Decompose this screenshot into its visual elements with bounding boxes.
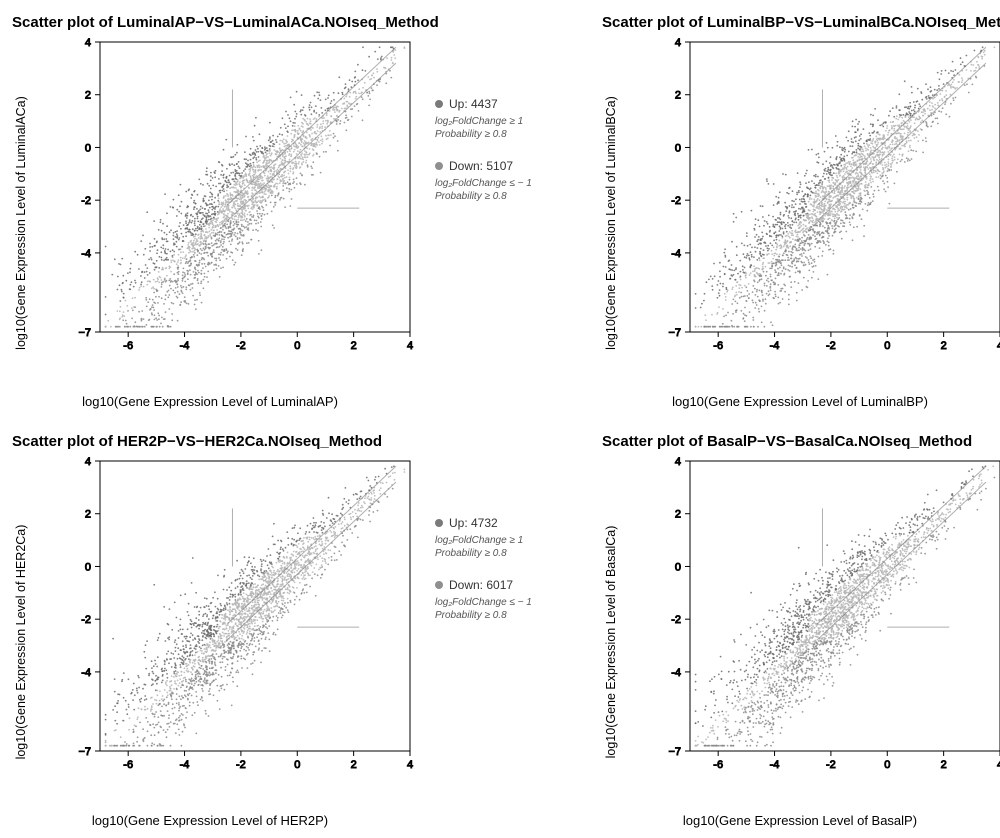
panel-basal: Scatter plot of BasalP−VS−BasalCa.NOIseq…	[600, 429, 1000, 828]
svg-text:−7: −7	[78, 327, 91, 339]
y-axis-label: log10(Gene Expression Level of BasalCa)	[604, 526, 618, 759]
x-axis-label: log10(Gene Expression Level of LuminalBP…	[645, 394, 955, 409]
legend-up-label: Up: 4437	[449, 97, 498, 111]
svg-text:-2: -2	[236, 340, 246, 352]
legend-up: Up: 4732	[435, 516, 580, 530]
panel-title: Scatter plot of LuminalBP−VS−LuminalBCa.…	[602, 14, 1000, 31]
plot-area: -6 -4 -2 0 2 4 −7 -4 -2 0 2 4	[55, 37, 425, 372]
svg-text:-4: -4	[81, 248, 91, 260]
svg-text:4: 4	[407, 340, 413, 352]
legend-dot-up-icon	[435, 100, 443, 108]
panel-her2: Scatter plot of HER2P−VS−HER2Ca.NOIseq_M…	[10, 429, 580, 828]
legend-dot-down-icon	[435, 162, 443, 170]
legend: Up: 4437 log₂FoldChange ≥ 1Probability ≥…	[435, 97, 580, 221]
scatter-svg: -6 -4 -2 0 2 4 −7 -4 -2 0 2 4	[55, 37, 425, 367]
svg-text:2: 2	[85, 90, 91, 102]
legend-dot-up-icon	[435, 519, 443, 527]
y-axis-label: log10(Gene Expression Level of HER2Ca)	[14, 525, 28, 760]
legend-down-criteria: log₂FoldChange ≤ − 1Probability ≥ 0.8	[435, 177, 580, 203]
legend-up-criteria: log₂FoldChange ≥ 1Probability ≥ 0.8	[435, 115, 580, 141]
svg-text:4: 4	[85, 37, 91, 49]
x-axis-label: log10(Gene Expression Level of LuminalAP…	[55, 394, 365, 409]
svg-text:2: 2	[351, 340, 357, 352]
legend-down: Down: 5107	[435, 159, 580, 173]
y-axis-label: log10(Gene Expression Level of LuminalAC…	[14, 96, 28, 350]
plot-area: -6-4-2024−7-4-2024	[645, 37, 1000, 372]
legend-down-label: Down: 6017	[449, 578, 513, 592]
svg-text:-2: -2	[81, 195, 91, 207]
svg-text:-4: -4	[180, 340, 190, 352]
legend-down-criteria: log₂FoldChange ≤ − 1Probability ≥ 0.8	[435, 596, 580, 622]
plot-area: -6-4-2024−7-4-2024	[645, 456, 1000, 791]
svg-text:0: 0	[85, 142, 91, 154]
panel-luminalB: Scatter plot of LuminalBP−VS−LuminalBCa.…	[600, 10, 1000, 409]
legend-down-label: Down: 5107	[449, 159, 513, 173]
panel-luminalA: Scatter plot of LuminalAP−VS−LuminalACa.…	[10, 10, 580, 409]
legend-up-criteria: log₂FoldChange ≥ 1Probability ≥ 0.8	[435, 534, 580, 560]
svg-text:-6: -6	[123, 340, 133, 352]
legend-up: Up: 4437	[435, 97, 580, 111]
y-axis-label: log10(Gene Expression Level of LuminalBC…	[604, 96, 618, 350]
scatter-svg: -6-4-2024−7-4-2024	[55, 456, 425, 786]
x-axis-label: log10(Gene Expression Level of BasalP)	[645, 813, 955, 828]
panel-title: Scatter plot of LuminalAP−VS−LuminalACa.…	[12, 14, 580, 31]
panel-title: Scatter plot of HER2P−VS−HER2Ca.NOIseq_M…	[12, 433, 580, 450]
plot-area: -6-4-2024−7-4-2024	[55, 456, 425, 791]
legend-up-label: Up: 4732	[449, 516, 498, 530]
scatter-svg: -6-4-2024−7-4-2024	[645, 37, 1000, 367]
legend-dot-down-icon	[435, 581, 443, 589]
legend: Up: 4732 log₂FoldChange ≥ 1Probability ≥…	[435, 516, 580, 640]
scatter-svg: -6-4-2024−7-4-2024	[645, 456, 1000, 786]
legend-down: Down: 6017	[435, 578, 580, 592]
svg-text:0: 0	[294, 340, 300, 352]
panel-title: Scatter plot of BasalP−VS−BasalCa.NOIseq…	[602, 433, 1000, 450]
x-axis-label: log10(Gene Expression Level of HER2P)	[55, 813, 365, 828]
